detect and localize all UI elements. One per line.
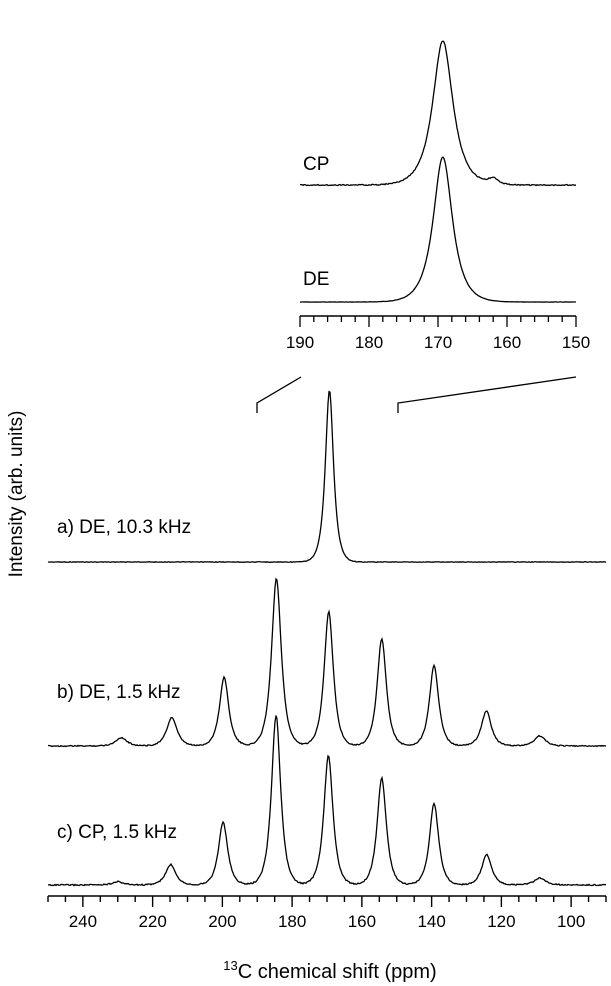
x-tick-label: 100 <box>557 912 585 931</box>
inset-tick-label: 190 <box>286 333 314 352</box>
zoom-line-left <box>256 376 302 413</box>
inset-tick-label: 150 <box>562 333 590 352</box>
x-tick-label: 240 <box>69 912 97 931</box>
inset-tick-label: 160 <box>493 333 521 352</box>
zoom-line-right <box>397 376 577 413</box>
main-axes: 240 220 200 180 160 140 120 100 <box>47 895 607 931</box>
x-tick-label: 180 <box>278 912 306 931</box>
inset-spectrum-line-1 <box>299 40 577 187</box>
inset-label-cp: CP <box>303 154 329 175</box>
x-tick-label: 120 <box>487 912 515 931</box>
x-tick-label: 160 <box>348 912 376 931</box>
spectrum-line-3 <box>47 715 607 887</box>
inset-tick-label: 170 <box>424 333 452 352</box>
x-axis-label-text: C chemical shift (ppm) <box>238 961 437 983</box>
x-tick-label: 220 <box>138 912 166 931</box>
y-axis-label: Intensity (arb. units) <box>6 411 27 578</box>
series-label-c: c) CP, 1.5 kHz <box>57 822 177 843</box>
inset-tick-label: 180 <box>355 333 383 352</box>
series-label-b: b) DE, 1.5 kHz <box>57 682 181 703</box>
spectrum-line-2 <box>47 577 607 748</box>
x-tick-label: 200 <box>208 912 236 931</box>
inset-spectrum-line-2 <box>299 156 577 303</box>
x-axis-label-superscript: 13 <box>223 958 237 973</box>
x-axis-label: 13C chemical shift (ppm) <box>223 958 436 983</box>
inset-chart: 190 180 170 160 150 <box>286 40 590 352</box>
x-tick-label: 140 <box>417 912 445 931</box>
inset-label-de: DE <box>303 269 329 290</box>
main-spectra <box>47 390 607 887</box>
spectrum-line-1 <box>47 390 607 564</box>
zoom-indicator-lines <box>256 376 577 413</box>
series-label-a: a) DE, 10.3 kHz <box>57 517 191 538</box>
